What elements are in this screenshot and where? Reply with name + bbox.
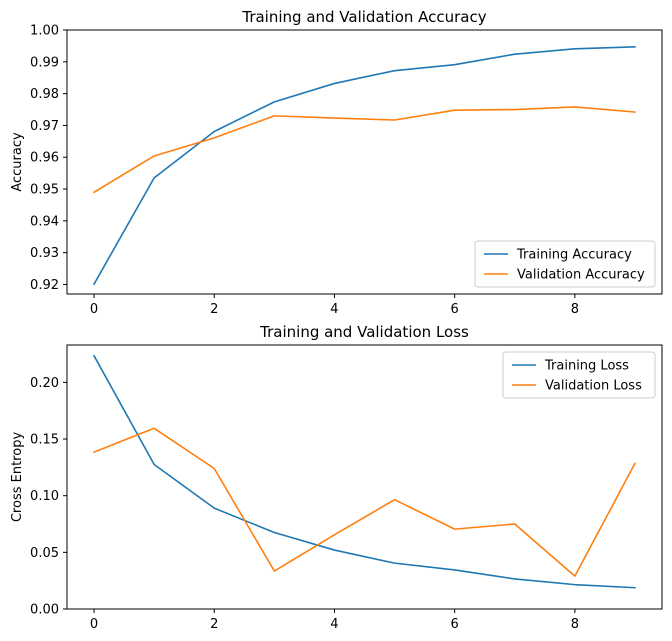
x-tick-label: 0: [90, 617, 98, 632]
x-tick-label: 6: [451, 302, 459, 317]
y-tick-label: 0.20: [30, 376, 59, 391]
legend-label: Validation Accuracy: [517, 268, 645, 283]
y-tick-label: 0.92: [30, 278, 59, 293]
series-line-training-accuracy: [92, 46, 636, 286]
plot-frame: [66, 29, 663, 295]
series-line-validation-loss: [93, 427, 637, 577]
legend-box: [474, 240, 656, 288]
y-tick-label: 0.96: [30, 151, 59, 166]
legend-label: Training Loss: [544, 359, 629, 374]
x-tick-label: 2: [210, 302, 218, 317]
x-tick-label: 2: [210, 617, 218, 632]
plot-frame: [66, 344, 663, 610]
x-tick-label: 4: [330, 302, 338, 317]
x-tick-label: 0: [90, 302, 98, 317]
y-tick-label: 0.00: [30, 603, 59, 618]
legend: Training Accuracy Validation Accuracy: [474, 240, 656, 288]
y-tick-label: 1.00: [30, 24, 59, 39]
y-tick-label: 0.94: [30, 214, 59, 229]
loss-chart: 0 2 4 6 8 0.00 0.05 0.10 0.15 0.20 Training and Va…: [10, 323, 663, 632]
series-line-validation-accuracy: [92, 106, 636, 194]
x-tick-label: 6: [451, 617, 459, 632]
chart-title: Training and Validation Loss: [259, 323, 469, 341]
y-axis-label: Accuracy: [10, 132, 25, 192]
accuracy-chart: 0 2 4 6 8 0.92 0.93 0.94 0.95 0.96 0.97 0.98 0.99 1.0…: [10, 8, 663, 317]
y-tick-label: 0.98: [30, 87, 59, 102]
chart-title: Training and Validation Accuracy: [241, 8, 486, 26]
y-tick-label: 0.95: [30, 183, 59, 198]
y-tick-label: 0.97: [30, 119, 59, 134]
y-tick-label: 0.10: [30, 489, 59, 504]
legend: Training Loss Validation Loss: [502, 351, 656, 399]
legend-label: Validation Loss: [545, 379, 642, 394]
x-tick-label: 4: [330, 617, 338, 632]
y-tick-label: 0.15: [30, 433, 59, 448]
y-tick-label: 0.99: [30, 55, 59, 70]
legend-box: [502, 351, 656, 399]
series-line-training-loss: [92, 354, 636, 589]
y-tick-label: 0.93: [30, 246, 59, 261]
y-tick-label: 0.05: [30, 546, 59, 561]
y-axis-label: Cross Entropy: [10, 432, 25, 523]
x-tick-label: 8: [571, 302, 579, 317]
x-tick-label: 8: [571, 617, 579, 632]
legend-label: Training Accuracy: [516, 248, 632, 263]
